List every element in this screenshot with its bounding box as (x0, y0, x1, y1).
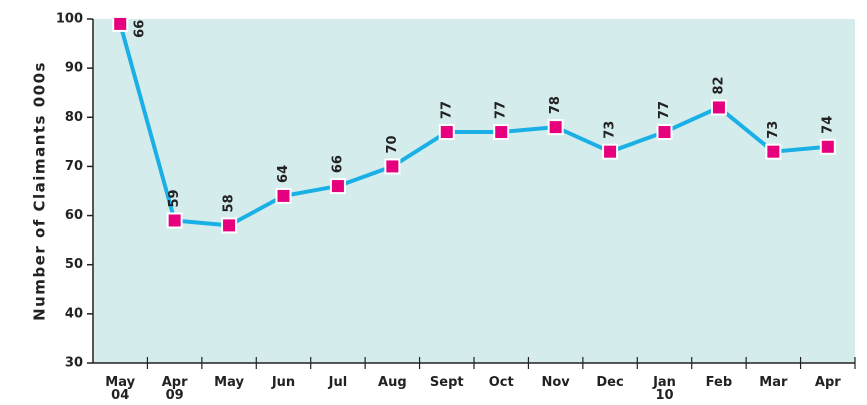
data-label: 58 (222, 194, 237, 212)
x-tick-label: Sept (429, 375, 464, 390)
x-tick-label: Feb (705, 375, 733, 390)
y-tick-label: 50 (65, 257, 83, 272)
data-point (819, 138, 836, 155)
data-label: 82 (711, 76, 726, 94)
data-point (493, 124, 510, 141)
y-tick-label: 100 (56, 12, 83, 27)
y-tick-label: 70 (65, 159, 83, 174)
data-label: 99 (130, 20, 145, 38)
data-point (656, 124, 673, 141)
x-tick-label: Apr 09 (161, 375, 188, 403)
data-point (221, 217, 238, 234)
x-tick-label: Nov (541, 375, 570, 390)
data-label: 64 (276, 165, 291, 183)
plot-background (93, 19, 855, 363)
data-point (765, 143, 782, 160)
data-point (384, 158, 401, 175)
data-point (275, 187, 292, 204)
y-tick-label: 60 (65, 208, 83, 223)
data-point (166, 212, 183, 229)
data-label: 73 (766, 121, 781, 139)
data-point (547, 119, 564, 136)
y-tick-label: 80 (65, 110, 83, 125)
data-label: 73 (603, 121, 618, 139)
data-label: 70 (385, 135, 400, 153)
data-label: 78 (548, 96, 563, 114)
x-tick-label: Jun (271, 375, 296, 390)
data-point (710, 99, 727, 116)
x-tick-label: May 04 (105, 375, 136, 403)
data-point (329, 178, 346, 195)
data-label: 66 (330, 155, 345, 173)
x-tick-label: Jul (328, 375, 348, 390)
x-tick-label: Apr (814, 375, 841, 390)
y-tick-label: 90 (65, 61, 83, 76)
y-tick-label: 40 (65, 306, 83, 321)
x-tick-label: Aug (378, 375, 407, 390)
x-tick-label: Oct (488, 375, 514, 390)
data-label: 59 (167, 189, 182, 207)
data-point (112, 15, 129, 32)
data-point (602, 143, 619, 160)
y-axis-label: Number of Claimants 000s (31, 61, 49, 321)
data-label: 74 (820, 116, 835, 134)
x-tick-label: Jan 10 (653, 375, 676, 403)
data-label: 77 (657, 101, 672, 119)
series-line (118, 23, 828, 228)
x-tick-label: Mar (759, 375, 788, 390)
data-label: 77 (439, 101, 454, 119)
x-tick-label: May (214, 375, 244, 390)
data-label: 77 (494, 101, 509, 119)
x-tick-label: Dec (596, 375, 624, 390)
data-point (438, 124, 455, 141)
y-tick-label: 30 (65, 356, 83, 371)
